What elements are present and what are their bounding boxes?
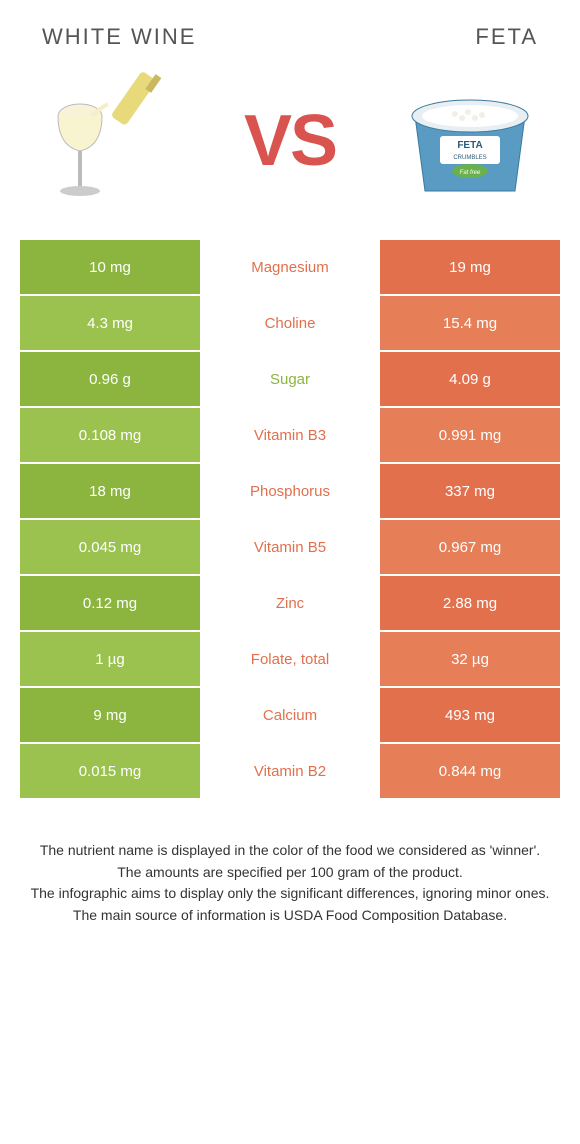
left-value: 0.108 mg bbox=[20, 408, 200, 462]
right-value: 493 mg bbox=[380, 688, 560, 742]
table-row: 18 mgPhosphorus337 mg bbox=[20, 464, 560, 520]
right-value: 19 mg bbox=[380, 240, 560, 294]
footnote-line: The main source of information is USDA F… bbox=[30, 905, 550, 927]
table-row: 4.3 mgCholine15.4 mg bbox=[20, 296, 560, 352]
images-row: VS FETA CRUMBLES Fat free bbox=[0, 58, 580, 240]
table-row: 0.015 mgVitamin B20.844 mg bbox=[20, 744, 560, 800]
left-value: 0.12 mg bbox=[20, 576, 200, 630]
table-row: 10 mgMagnesium19 mg bbox=[20, 240, 560, 296]
table-row: 9 mgCalcium493 mg bbox=[20, 688, 560, 744]
svg-text:Fat free: Fat free bbox=[460, 170, 481, 176]
vs-badge: VS bbox=[240, 91, 340, 191]
header-titles: WHITE WINE FETA bbox=[0, 0, 580, 58]
nutrient-name: Vitamin B5 bbox=[200, 520, 380, 574]
right-value: 4.09 g bbox=[380, 352, 560, 406]
left-value: 10 mg bbox=[20, 240, 200, 294]
nutrient-name: Calcium bbox=[200, 688, 380, 742]
left-value: 0.96 g bbox=[20, 352, 200, 406]
table-row: 0.96 gSugar4.09 g bbox=[20, 352, 560, 408]
nutrient-name: Vitamin B2 bbox=[200, 744, 380, 798]
footnotes: The nutrient name is displayed in the co… bbox=[0, 800, 580, 947]
right-value: 0.967 mg bbox=[380, 520, 560, 574]
table-row: 0.12 mgZinc2.88 mg bbox=[20, 576, 560, 632]
title-right: FETA bbox=[475, 24, 538, 50]
nutrient-name: Zinc bbox=[200, 576, 380, 630]
left-value: 0.045 mg bbox=[20, 520, 200, 574]
left-value: 9 mg bbox=[20, 688, 200, 742]
left-value: 4.3 mg bbox=[20, 296, 200, 350]
left-value: 0.015 mg bbox=[20, 744, 200, 798]
footnote-line: The amounts are specified per 100 gram o… bbox=[30, 862, 550, 884]
footnote-line: The infographic aims to display only the… bbox=[30, 883, 550, 905]
nutrient-name: Vitamin B3 bbox=[200, 408, 380, 462]
svg-text:FETA: FETA bbox=[457, 140, 482, 151]
left-value: 18 mg bbox=[20, 464, 200, 518]
vs-text: VS bbox=[244, 100, 336, 182]
footnote-line: The nutrient name is displayed in the co… bbox=[30, 840, 550, 862]
feta-image: FETA CRUMBLES Fat free bbox=[390, 66, 550, 216]
right-value: 15.4 mg bbox=[380, 296, 560, 350]
nutrient-table: 10 mgMagnesium19 mg4.3 mgCholine15.4 mg0… bbox=[20, 240, 560, 800]
infographic: WHITE WINE FETA VS bbox=[0, 0, 580, 947]
svg-text:CRUMBLES: CRUMBLES bbox=[453, 155, 486, 161]
right-value: 0.844 mg bbox=[380, 744, 560, 798]
title-left: WHITE WINE bbox=[42, 24, 196, 50]
right-value: 32 µg bbox=[380, 632, 560, 686]
nutrient-name: Magnesium bbox=[200, 240, 380, 294]
right-value: 2.88 mg bbox=[380, 576, 560, 630]
nutrient-name: Folate, total bbox=[200, 632, 380, 686]
white-wine-image bbox=[30, 66, 190, 216]
table-row: 1 µgFolate, total32 µg bbox=[20, 632, 560, 688]
right-value: 337 mg bbox=[380, 464, 560, 518]
right-value: 0.991 mg bbox=[380, 408, 560, 462]
table-row: 0.045 mgVitamin B50.967 mg bbox=[20, 520, 560, 576]
table-row: 0.108 mgVitamin B30.991 mg bbox=[20, 408, 560, 464]
nutrient-name: Phosphorus bbox=[200, 464, 380, 518]
nutrient-name: Sugar bbox=[200, 352, 380, 406]
left-value: 1 µg bbox=[20, 632, 200, 686]
nutrient-name: Choline bbox=[200, 296, 380, 350]
